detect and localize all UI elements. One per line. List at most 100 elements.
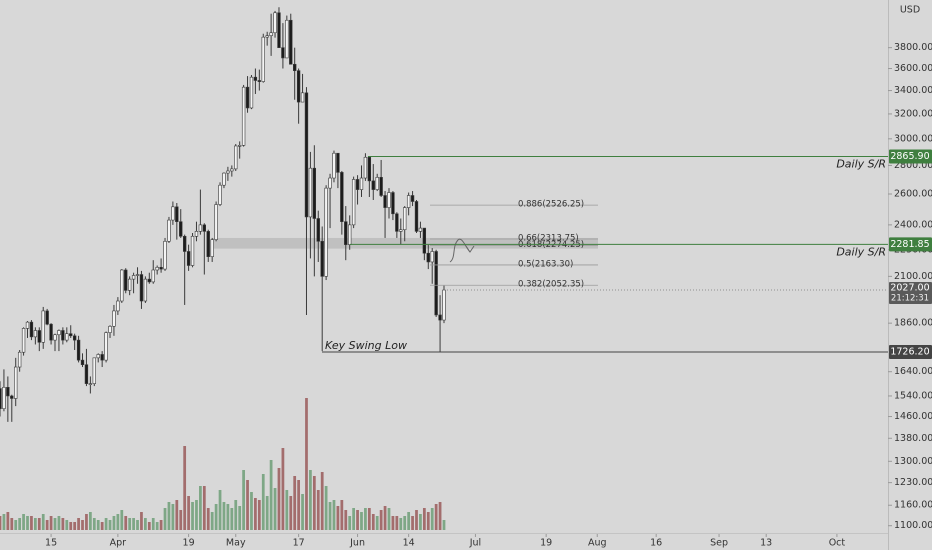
candle-body — [84, 364, 89, 384]
candle-body — [139, 274, 144, 302]
y-tick-label: 3800.00 — [894, 42, 932, 53]
volume-bar — [88, 512, 92, 530]
y-tick-label: 1860.00 — [894, 318, 932, 329]
candle-body — [355, 179, 360, 190]
currency-label: USD — [900, 5, 920, 16]
volume-bar — [281, 448, 285, 530]
volume-bar — [96, 520, 100, 530]
volume-bar — [226, 504, 230, 530]
volume-bar — [250, 492, 253, 530]
volume-bar — [234, 500, 238, 530]
volume-bar — [22, 514, 25, 530]
volume-bar — [179, 510, 183, 530]
level-name: Daily S/R — [836, 245, 886, 258]
candle-body — [312, 167, 317, 219]
candle-body — [131, 275, 136, 280]
x-tick-label: 19 — [183, 538, 195, 549]
volume-bar — [124, 516, 128, 530]
candle-body — [25, 321, 30, 329]
candle-body — [296, 70, 301, 103]
candle-body — [135, 274, 140, 276]
candle-body — [367, 156, 372, 182]
candle-body — [387, 192, 391, 208]
candle-body — [434, 251, 438, 316]
candle-body — [269, 32, 273, 36]
candle-body — [41, 310, 45, 343]
volume-bar — [246, 480, 249, 530]
candle-body — [29, 321, 34, 338]
price-label-box — [889, 237, 932, 252]
candle-body — [359, 177, 364, 190]
x-tick-label: Oct — [829, 538, 846, 549]
candle-body — [234, 145, 238, 170]
candle-body — [171, 206, 175, 221]
y-tick-label: 2800.00 — [894, 160, 932, 171]
candle-body — [379, 177, 383, 196]
volume-bar — [199, 486, 202, 530]
candle-body — [371, 180, 375, 190]
y-tick-label: 1300.00 — [894, 456, 932, 467]
candle-body — [391, 192, 395, 215]
volume-bar — [65, 520, 69, 530]
volume-bar — [187, 496, 190, 530]
candle-body — [418, 227, 423, 232]
price-label-box — [889, 149, 932, 164]
volume-bar — [230, 508, 234, 530]
candle-body — [143, 278, 148, 302]
candle-body — [285, 19, 289, 59]
candle-body — [49, 323, 53, 341]
volume-bar — [151, 518, 155, 530]
volume-bar — [26, 516, 29, 530]
x-tick-label: 17 — [293, 538, 305, 549]
volume-bar — [73, 522, 77, 530]
fib-zone — [212, 237, 598, 249]
volume-bar — [242, 470, 245, 530]
volume-bar — [100, 522, 104, 530]
volume-bar — [265, 496, 269, 530]
price-label: 2281.85 — [890, 239, 929, 250]
candle-body — [17, 351, 22, 368]
candle-body — [304, 92, 309, 218]
y-tick-label: 1380.00 — [894, 433, 932, 444]
candle-body — [238, 145, 242, 147]
volume-bar — [309, 470, 312, 530]
volume-bar — [171, 504, 175, 530]
candle-body — [363, 156, 368, 179]
candle-body — [120, 269, 124, 302]
volume-bar — [30, 516, 33, 530]
volume-bar — [367, 508, 371, 530]
x-tick-label: Jul — [469, 538, 481, 549]
candle-body — [344, 221, 348, 245]
y-tick-label: 2100.00 — [894, 271, 932, 282]
candle-body — [76, 339, 81, 361]
volume-bar — [116, 514, 120, 530]
y-tick-label: 3400.00 — [894, 85, 932, 96]
candle-body — [163, 240, 167, 270]
volume-bar — [81, 520, 84, 530]
volume-bar — [352, 508, 356, 530]
price-label-box — [889, 344, 932, 359]
volume-bar — [261, 474, 265, 530]
volume-bar — [175, 500, 179, 530]
candle-body — [406, 195, 411, 208]
volume-bar — [147, 522, 151, 530]
x-tick-label: Apr — [110, 538, 127, 549]
candle-body — [320, 240, 324, 277]
volume-bar — [364, 508, 367, 530]
x-tick-label: Sep — [710, 538, 728, 549]
candle-body — [383, 195, 387, 208]
candle-body — [124, 269, 128, 291]
fib-label: 0.382(2052.35) — [518, 280, 584, 290]
candle-body — [112, 310, 116, 327]
volume-bar — [206, 508, 210, 530]
volume-bar — [340, 500, 344, 530]
candle-body — [206, 231, 210, 257]
volume-bar — [159, 520, 163, 530]
candle-body — [300, 92, 305, 103]
candle-body — [241, 86, 246, 146]
candle-body — [328, 177, 332, 189]
candle-body — [155, 266, 159, 271]
volume-bar — [33, 518, 37, 530]
candle-body — [422, 227, 427, 254]
candle-body — [351, 179, 356, 226]
